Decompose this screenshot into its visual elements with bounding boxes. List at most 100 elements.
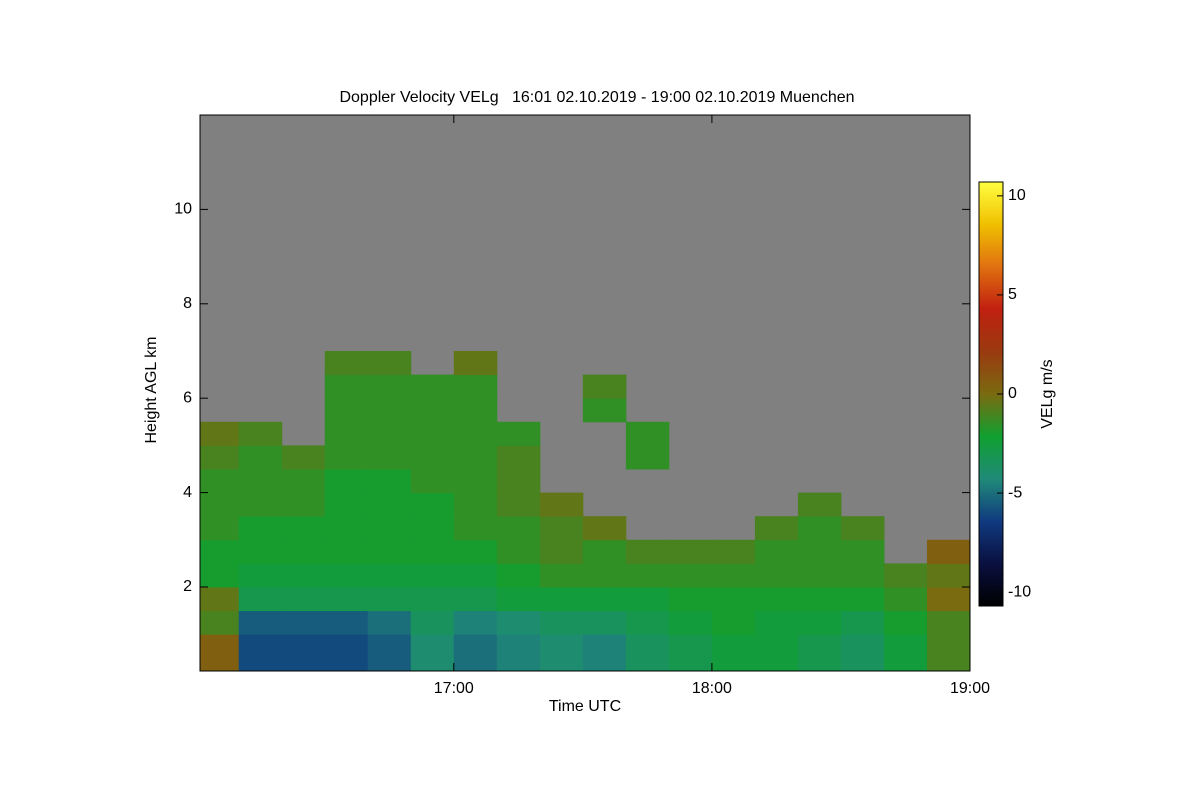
heatmap-cell <box>238 563 283 588</box>
heatmap-cell <box>496 516 541 541</box>
heatmap-cell <box>200 539 240 564</box>
heatmap-cell <box>410 563 455 588</box>
y-tick-label: 8 <box>183 295 192 312</box>
heatmap-cell <box>840 634 885 672</box>
heatmap-cell <box>367 539 412 564</box>
heatmap-cell <box>539 563 584 588</box>
heatmap-cell <box>453 374 498 399</box>
heatmap-cell <box>281 563 326 588</box>
heatmap-cell <box>797 610 842 635</box>
heatmap-cell <box>281 539 326 564</box>
heatmap-cell <box>324 398 369 423</box>
heatmap-cell <box>582 374 627 399</box>
heatmap-cell <box>324 374 369 399</box>
y-tick-label: 6 <box>183 389 192 406</box>
heatmap-cell <box>200 610 240 635</box>
heatmap-cell <box>496 421 541 446</box>
heatmap-cell <box>367 468 412 494</box>
heatmap-cell <box>797 634 842 672</box>
heatmap-cell <box>324 492 369 517</box>
heatmap-cell <box>453 350 498 376</box>
heatmap-cell <box>668 563 713 588</box>
heatmap-cell <box>453 610 498 635</box>
heatmap-cell <box>410 468 455 494</box>
heatmap-cell <box>367 445 412 470</box>
heatmap-cell <box>238 445 283 470</box>
heatmap-cell <box>582 610 627 635</box>
heatmap-cell <box>453 539 498 564</box>
heatmap-cell <box>367 398 412 423</box>
heatmap-cell <box>200 586 240 612</box>
heatmap-cell <box>410 610 455 635</box>
heatmap-cell <box>754 610 799 635</box>
heatmap-cell <box>238 610 283 635</box>
heatmap-cell <box>496 539 541 564</box>
heatmap-cell <box>200 421 240 446</box>
y-tick-label: 2 <box>183 578 192 595</box>
heatmap-cell <box>367 492 412 517</box>
heatmap-cell <box>797 586 842 612</box>
heatmap-cell <box>840 539 885 564</box>
colorbar-tick-label: 0 <box>1008 385 1017 402</box>
colorbar-label: VELg m/s <box>1039 359 1056 428</box>
heatmap-cell <box>200 563 240 588</box>
y-tick-label: 4 <box>183 484 192 501</box>
heatmap-cell <box>200 516 240 541</box>
heatmap-cell <box>410 586 455 612</box>
heatmap-cell <box>453 563 498 588</box>
y-axis-label: Height AGL km <box>143 336 160 443</box>
x-tick-label: 18:00 <box>692 680 732 697</box>
heatmap-cell <box>496 492 541 517</box>
heatmap-cell <box>324 634 369 672</box>
heatmap-cell <box>797 516 842 541</box>
heatmap-cell <box>668 539 713 564</box>
heatmap-cell <box>324 563 369 588</box>
heatmap-cell <box>496 586 541 612</box>
heatmap-cell <box>453 445 498 470</box>
heatmap-cell <box>668 586 713 612</box>
heatmap-cell <box>926 634 971 672</box>
heatmap-cell <box>625 610 670 635</box>
heatmap-cell <box>367 350 412 376</box>
heatmap-cell <box>926 586 971 612</box>
heatmap-cell <box>200 492 240 517</box>
heatmap-cell <box>582 516 627 541</box>
heatmap-cell <box>754 516 799 541</box>
heatmap-cell <box>410 445 455 470</box>
heatmap-cell <box>324 610 369 635</box>
heatmap-cell <box>625 563 670 588</box>
heatmap-cell <box>539 610 584 635</box>
heatmap-cell <box>367 610 412 635</box>
heatmap-cell <box>754 539 799 564</box>
heatmap-cell <box>883 563 928 588</box>
heatmap-cell <box>281 516 326 541</box>
heatmap-cell <box>200 445 240 470</box>
heatmap-cell <box>367 374 412 399</box>
heatmap-cell <box>754 563 799 588</box>
heatmap-cell <box>711 610 756 635</box>
heatmap-cell <box>238 539 283 564</box>
heatmap-cell <box>324 421 369 446</box>
heatmap-cell <box>582 586 627 612</box>
heatmap-cell <box>410 421 455 446</box>
heatmap-cell <box>281 492 326 517</box>
heatmap-cell <box>200 634 240 672</box>
heatmap-cell <box>324 445 369 470</box>
heatmap-cell <box>711 539 756 564</box>
heatmap-cell <box>797 492 842 517</box>
heatmap-cell <box>582 634 627 672</box>
heatmap-cell <box>367 516 412 541</box>
heatmap-cell <box>625 586 670 612</box>
heatmap-cell <box>754 586 799 612</box>
plot-frame <box>199 114 971 672</box>
heatmap-cell <box>238 634 283 672</box>
heatmap-cell <box>324 539 369 564</box>
heatmap-cell <box>668 634 713 672</box>
heatmap-cell <box>883 586 928 612</box>
heatmap-cell <box>840 610 885 635</box>
heatmap-cell <box>453 492 498 517</box>
heatmap-cell <box>238 516 283 541</box>
heatmap-cell <box>281 468 326 494</box>
colorbar-tick-label: 10 <box>1008 187 1026 204</box>
